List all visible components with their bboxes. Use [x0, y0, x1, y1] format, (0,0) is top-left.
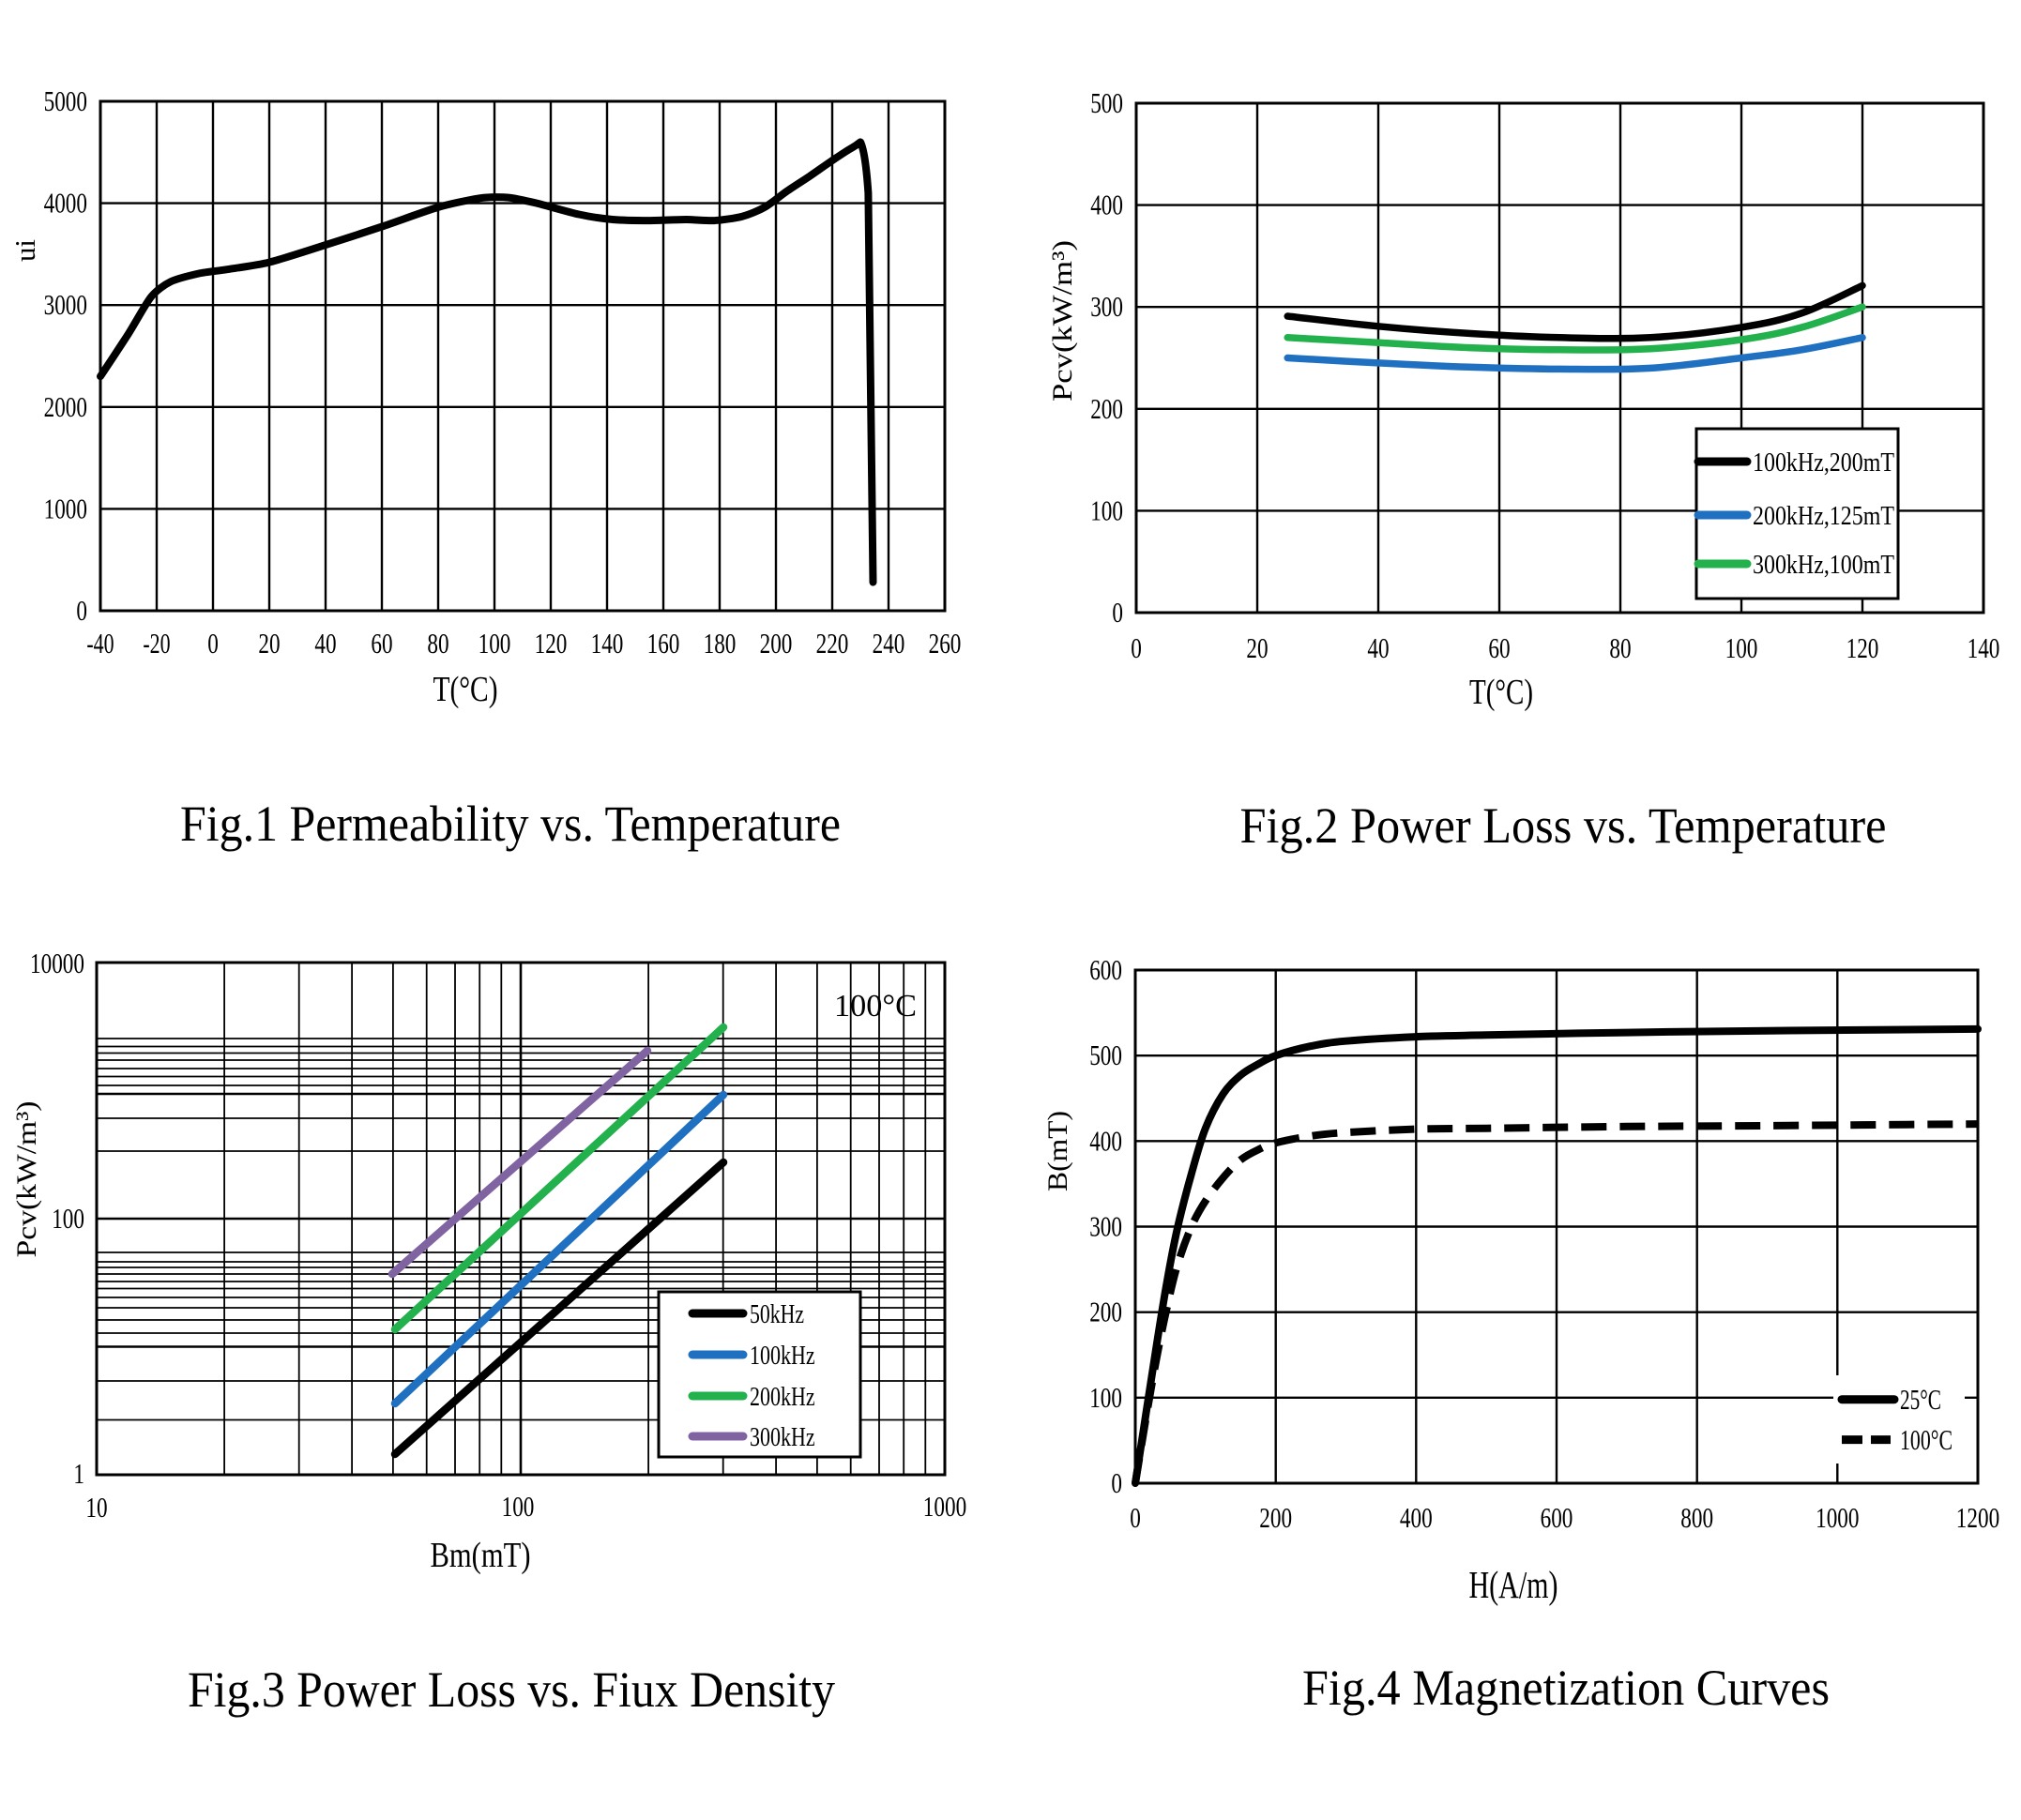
svg-text:100: 100 — [1725, 631, 1758, 664]
svg-text:100°C: 100°C — [834, 989, 917, 1024]
svg-text:100: 100 — [1089, 1381, 1122, 1414]
svg-text:Fig.2 Power Loss vs. Temperatu: Fig.2 Power Loss vs. Temperature — [1240, 797, 1887, 854]
svg-text:1200: 1200 — [1956, 1501, 1999, 1534]
svg-text:Fig.1 Permeability vs. Tempera: Fig.1 Permeability vs. Temperature — [180, 796, 841, 852]
svg-text:2000: 2000 — [44, 390, 87, 423]
svg-text:Fig.4 Magnetization Curves: Fig.4 Magnetization Curves — [1302, 1660, 1830, 1716]
svg-text:1000: 1000 — [44, 492, 87, 524]
svg-text:0: 0 — [1111, 1466, 1122, 1499]
svg-text:0: 0 — [1131, 631, 1142, 664]
svg-text:40: 40 — [1367, 631, 1389, 664]
svg-text:Bm(mT): Bm(mT) — [431, 1536, 531, 1575]
svg-text:100: 100 — [52, 1202, 84, 1235]
svg-text:260: 260 — [929, 627, 962, 660]
svg-text:300: 300 — [1089, 1210, 1122, 1243]
svg-text:500: 500 — [1089, 1039, 1122, 1071]
svg-text:120: 120 — [1846, 631, 1879, 664]
svg-text:100: 100 — [1090, 493, 1123, 526]
svg-text:600: 600 — [1541, 1501, 1573, 1534]
svg-text:Pcv(kW/m³): Pcv(kW/m³) — [11, 1101, 42, 1258]
svg-text:300: 300 — [1090, 290, 1123, 323]
svg-text:80: 80 — [427, 627, 448, 660]
svg-text:500: 500 — [1090, 86, 1123, 119]
svg-text:160: 160 — [647, 627, 680, 660]
svg-text:400: 400 — [1090, 189, 1123, 221]
svg-text:100kHz,200mT: 100kHz,200mT — [1753, 447, 1894, 478]
svg-text:220: 220 — [816, 627, 849, 660]
svg-text:140: 140 — [1968, 631, 2000, 664]
svg-text:0: 0 — [1130, 1501, 1141, 1534]
svg-text:80: 80 — [1609, 631, 1631, 664]
svg-text:1000: 1000 — [1816, 1501, 1859, 1534]
svg-text:100kHz: 100kHz — [750, 1341, 815, 1371]
svg-text:180: 180 — [704, 627, 737, 660]
svg-text:40: 40 — [314, 627, 336, 660]
svg-text:T(°C): T(°C) — [1469, 673, 1533, 712]
svg-text:20: 20 — [258, 627, 280, 660]
svg-text:0: 0 — [76, 594, 87, 627]
svg-text:600: 600 — [1089, 953, 1122, 986]
svg-text:B(mT): B(mT) — [1042, 1111, 1073, 1191]
svg-text:1000: 1000 — [923, 1490, 966, 1523]
svg-text:-20: -20 — [143, 627, 170, 660]
svg-text:100: 100 — [502, 1490, 535, 1523]
svg-text:0: 0 — [207, 627, 219, 660]
svg-text:-40: -40 — [86, 627, 114, 660]
svg-text:10: 10 — [85, 1491, 107, 1524]
svg-text:5000: 5000 — [44, 84, 87, 117]
svg-text:H(A/m): H(A/m) — [1469, 1563, 1558, 1606]
svg-text:Pcv(kW/m³): Pcv(kW/m³) — [1047, 240, 1078, 402]
svg-text:60: 60 — [371, 627, 392, 660]
svg-text:Fig.3 Power Loss vs. Fiux Dens: Fig.3 Power Loss vs. Fiux Density — [188, 1661, 835, 1718]
svg-text:120: 120 — [535, 627, 568, 660]
svg-text:1: 1 — [73, 1457, 84, 1490]
svg-text:400: 400 — [1089, 1124, 1122, 1157]
svg-text:20: 20 — [1246, 631, 1268, 664]
svg-text:200kHz,125mT: 200kHz,125mT — [1753, 501, 1894, 531]
svg-text:3000: 3000 — [44, 288, 87, 321]
svg-text:800: 800 — [1680, 1501, 1713, 1534]
svg-text:300kHz: 300kHz — [750, 1422, 815, 1452]
svg-text:300kHz,100mT: 300kHz,100mT — [1753, 550, 1894, 580]
svg-text:100: 100 — [479, 627, 511, 660]
svg-text:60: 60 — [1488, 631, 1510, 664]
svg-text:50kHz: 50kHz — [750, 1299, 804, 1329]
svg-text:4000: 4000 — [44, 187, 87, 220]
svg-text:ui: ui — [8, 239, 41, 262]
svg-text:200: 200 — [1259, 1501, 1292, 1534]
svg-text:25°C: 25°C — [1900, 1383, 1941, 1416]
svg-text:140: 140 — [591, 627, 624, 660]
svg-text:T(°C): T(°C) — [433, 670, 498, 709]
svg-text:10000: 10000 — [30, 947, 84, 979]
svg-text:100°C: 100°C — [1900, 1423, 1953, 1456]
svg-text:240: 240 — [873, 627, 905, 660]
svg-text:400: 400 — [1400, 1501, 1433, 1534]
svg-text:200: 200 — [1089, 1296, 1122, 1328]
svg-text:0: 0 — [1112, 596, 1123, 629]
svg-text:200: 200 — [1090, 392, 1123, 425]
svg-text:200kHz: 200kHz — [750, 1382, 815, 1412]
svg-text:200: 200 — [760, 627, 793, 660]
